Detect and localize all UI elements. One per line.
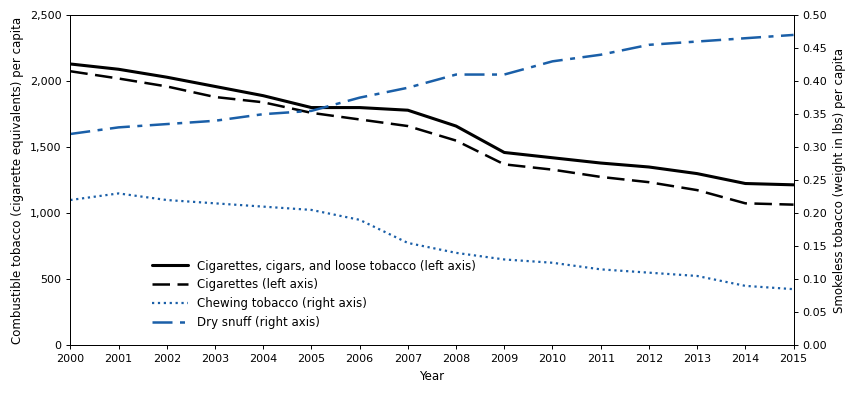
Y-axis label: Smokeless tobacco (weight in lbs) per capita: Smokeless tobacco (weight in lbs) per ca… xyxy=(833,48,846,313)
Y-axis label: Combustible tobacco (cigarette equivalents) per capita: Combustible tobacco (cigarette equivalen… xyxy=(11,17,24,344)
X-axis label: Year: Year xyxy=(419,370,445,383)
Legend: Cigarettes, cigars, and loose tobacco (left axis), Cigarettes (left axis), Chewi: Cigarettes, cigars, and loose tobacco (l… xyxy=(148,256,479,333)
